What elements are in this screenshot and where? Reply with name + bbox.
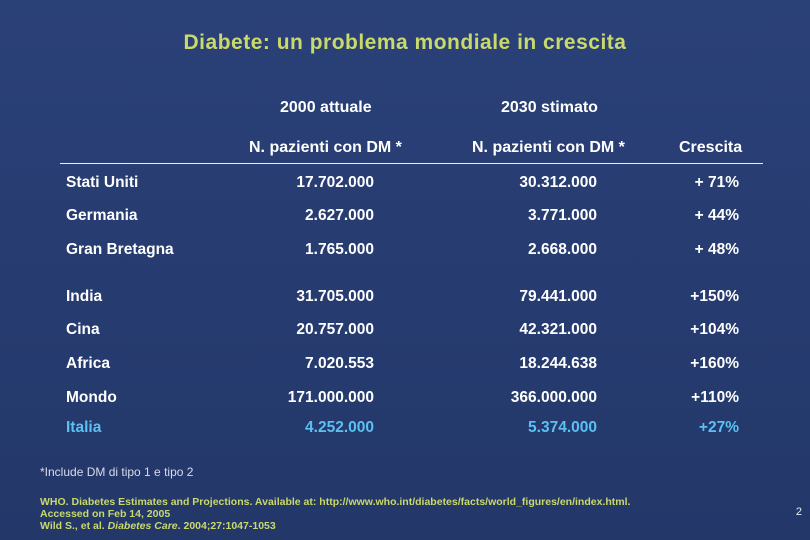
- header-divider: [60, 163, 763, 164]
- growth-cell: +150%: [690, 288, 739, 305]
- growth-cell: + 44%: [694, 207, 739, 224]
- country-cell: Gran Bretagna: [66, 241, 174, 258]
- patients-2000-cell: 1.765.000: [305, 241, 374, 258]
- patients-2030-cell: 366.000.000: [510, 389, 597, 406]
- col-header-patients-2030: N. pazienti con DM *: [472, 139, 625, 156]
- growth-cell: +27%: [698, 419, 739, 436]
- growth-cell: +160%: [690, 355, 739, 372]
- patients-2030-cell: 30.312.000: [519, 174, 597, 191]
- growth-cell: +104%: [690, 321, 739, 338]
- growth-cell: + 48%: [694, 241, 739, 258]
- patients-2000-cell: 7.020.553: [305, 355, 374, 372]
- patients-2030-cell: 18.244.638: [519, 355, 597, 372]
- country-cell: Germania: [66, 207, 138, 224]
- page-number: 2: [795, 506, 802, 518]
- country-cell: Africa: [66, 355, 110, 372]
- col-header-growth: Crescita: [679, 139, 743, 156]
- reference-citation: . 2004;27:1047-1053: [177, 520, 276, 532]
- growth-cell: +110%: [691, 389, 739, 406]
- country-cell: Italia: [66, 419, 102, 436]
- patients-2030-cell: 5.374.000: [528, 419, 597, 436]
- country-cell: India: [66, 288, 103, 305]
- footnote: *Include DM di tipo 1 e tipo 2: [40, 465, 194, 479]
- patients-2000-cell: 171.000.000: [287, 389, 374, 406]
- patients-2030-cell: 3.771.000: [528, 207, 597, 224]
- country-cell: Cina: [66, 321, 100, 338]
- reference-line: Wild S., et al. Diabetes Care. 2004;27:1…: [40, 520, 630, 532]
- country-cell: Stati Uniti: [66, 174, 139, 191]
- reference-line: Accessed on Feb 14, 2005: [40, 508, 171, 520]
- col-header-2000: 2000 attuale: [280, 99, 372, 116]
- slide-title: Diabete: un problema mondiale in crescit…: [183, 31, 627, 54]
- growth-cell: + 71%: [694, 174, 739, 191]
- reference-authors: Wild S., et al.: [40, 520, 105, 532]
- patients-2000-cell: 20.757.000: [296, 321, 374, 338]
- patients-2000-cell: 2.627.000: [305, 207, 374, 224]
- reference-journal: Diabetes Care: [107, 520, 178, 532]
- reference-line: WHO. Diabetes Estimates and Projections.…: [40, 496, 631, 508]
- patients-2030-cell: 79.441.000: [519, 288, 597, 305]
- patients-2030-cell: 42.321.000: [519, 321, 597, 338]
- country-cell: Mondo: [66, 389, 117, 406]
- col-header-2030: 2030 stimato: [501, 99, 598, 116]
- patients-2000-cell: 31.705.000: [296, 288, 374, 305]
- references: WHO. Diabetes Estimates and Projections.…: [40, 496, 630, 532]
- patients-2000-cell: 4.252.000: [305, 419, 374, 436]
- patients-2000-cell: 17.702.000: [296, 174, 374, 191]
- col-header-patients-2000: N. pazienti con DM *: [249, 139, 402, 156]
- patients-2030-cell: 2.668.000: [528, 241, 597, 258]
